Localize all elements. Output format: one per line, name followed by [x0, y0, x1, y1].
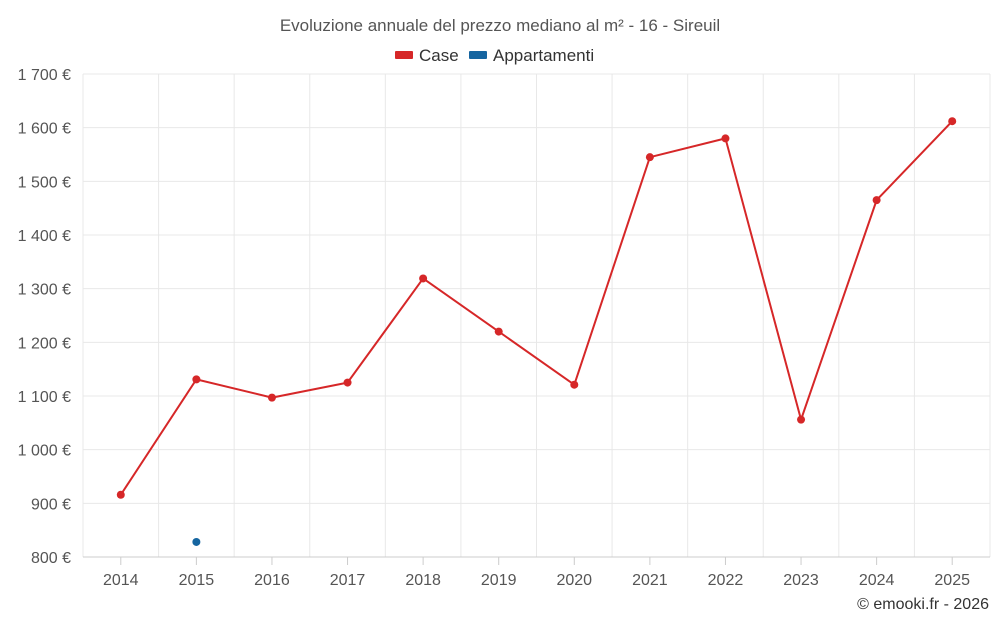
data-point[interactable] [267, 393, 276, 402]
legend-item-case[interactable]: Case [395, 46, 459, 65]
y-tick-label: 1 500 € [18, 174, 71, 191]
data-point[interactable] [343, 378, 352, 387]
credit-text: © emooki.fr - 2026 [857, 596, 989, 613]
legend-swatch-case [395, 51, 413, 59]
x-tick-label: 2025 [934, 572, 970, 589]
data-point[interactable] [645, 153, 654, 162]
y-tick-label: 800 € [31, 550, 71, 567]
data-point[interactable] [948, 117, 957, 126]
data-point[interactable] [192, 375, 201, 384]
x-tick-label: 2024 [859, 572, 895, 589]
x-tick-label: 2017 [330, 572, 366, 589]
y-tick-label: 1 200 € [18, 335, 71, 352]
y-tick-label: 1 700 € [18, 67, 71, 84]
x-tick-label: 2023 [783, 572, 819, 589]
x-tick-label: 2016 [254, 572, 290, 589]
y-tick-label: 1 400 € [18, 228, 71, 245]
data-point[interactable] [192, 537, 201, 546]
grid [82, 73, 991, 558]
legend-swatch-appartamenti [469, 51, 487, 59]
data-point[interactable] [570, 380, 579, 389]
legend: Case Appartamenti [395, 46, 594, 65]
chart-title: Evoluzione annuale del prezzo mediano al… [280, 16, 720, 35]
legend-item-appartamenti[interactable]: Appartamenti [469, 46, 594, 65]
series [116, 117, 957, 546]
axes: 800 € 900 € 1 000 € 1 100 € 1 200 € 1 300 € 1 … [18, 67, 990, 589]
x-tick-label: 2015 [179, 572, 215, 589]
x-tick-label: 2022 [708, 572, 744, 589]
data-point[interactable] [494, 327, 503, 336]
y-tick-label: 900 € [31, 496, 71, 513]
x-tick-label: 2019 [481, 572, 517, 589]
data-point[interactable] [721, 134, 730, 143]
data-point[interactable] [797, 415, 806, 424]
y-tick-label: 1 100 € [18, 389, 71, 406]
y-tick-label: 1 300 € [18, 282, 71, 299]
x-tick-label: 2021 [632, 572, 668, 589]
y-tick-label: 1 600 € [18, 121, 71, 138]
x-tick-label: 2014 [103, 572, 139, 589]
legend-label-appartamenti: Appartamenti [493, 46, 594, 65]
data-point[interactable] [116, 490, 125, 499]
series-line-0 [119, 120, 953, 496]
x-tick-label: 2018 [405, 572, 441, 589]
y-tick-label: 1 000 € [18, 443, 71, 460]
data-point[interactable] [872, 196, 881, 205]
x-tick-label: 2020 [556, 572, 592, 589]
legend-label-case: Case [419, 46, 459, 65]
data-point[interactable] [419, 274, 428, 283]
